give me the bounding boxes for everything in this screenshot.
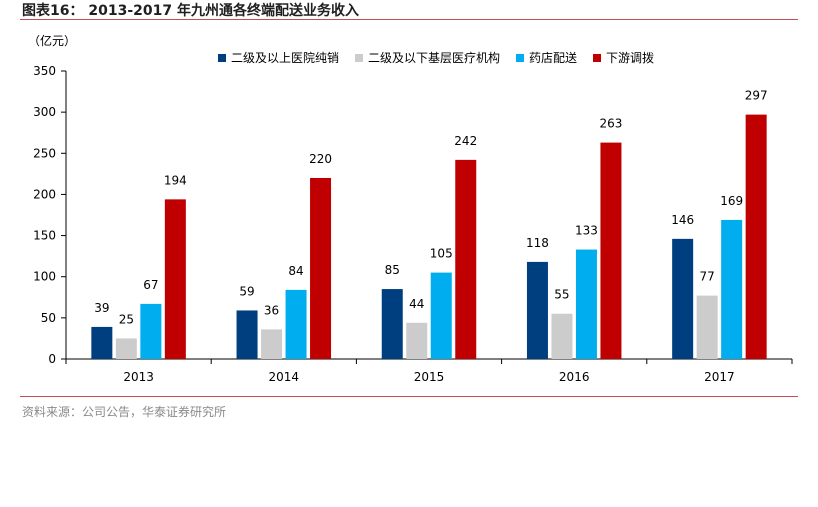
data-label: 39 [94, 301, 109, 315]
legend-swatch-downstream [593, 53, 602, 62]
bar [285, 289, 307, 359]
y-tick-label: 150 [33, 229, 56, 243]
source-note: 资料来源：公司公告，华泰证券研究所 [22, 405, 227, 419]
data-label: 85 [385, 263, 400, 277]
bar [406, 322, 428, 359]
y-axis-unit-label: （亿元） [28, 34, 77, 48]
bar [430, 272, 452, 359]
bar [115, 338, 137, 359]
data-label: 133 [575, 224, 598, 238]
x-tick-label: 2014 [269, 370, 300, 384]
data-label: 118 [526, 236, 549, 250]
bar [140, 303, 162, 359]
bar [91, 326, 113, 359]
source-rule [20, 396, 798, 397]
legend-label-downstream: 下游调拨 [606, 51, 655, 65]
x-tick-label: 2013 [123, 370, 154, 384]
data-label: 242 [454, 134, 477, 148]
bar-chart: 0 50 100 150 200 250 300 350 39 25 67 194 2013 59 36 84… [33, 64, 793, 384]
data-label: 297 [745, 89, 768, 103]
legend-label-primary-care: 二级及以下基层医疗机构 [368, 51, 501, 65]
legend-swatch-hospital-direct [218, 53, 226, 62]
data-label: 169 [720, 194, 743, 208]
legend-swatch-pharmacy [516, 53, 525, 62]
bar [672, 238, 694, 359]
bar [575, 249, 597, 359]
bar [551, 313, 573, 359]
bar [164, 199, 186, 359]
legend-item-hospital-direct: 二级及以上医院纯销 [218, 49, 339, 66]
bar [261, 329, 283, 359]
x-tick-label: 2015 [414, 370, 445, 384]
data-label: 44 [409, 297, 424, 311]
bar [696, 295, 718, 359]
y-tick-label: 350 [33, 64, 56, 78]
legend-swatch-primary-care [355, 53, 364, 62]
data-label: 25 [119, 312, 134, 326]
data-label: 105 [430, 247, 453, 261]
data-label: 220 [309, 152, 332, 166]
data-label: 67 [143, 278, 158, 292]
bar [721, 219, 743, 359]
y-tick-label: 250 [33, 146, 56, 160]
bar [745, 114, 767, 360]
bar [600, 142, 622, 359]
legend-label-hospital-direct: 二级及以上医院纯销 [231, 51, 340, 65]
data-label: 84 [288, 264, 303, 278]
bar [310, 177, 332, 359]
bar [236, 310, 258, 359]
bar [455, 159, 477, 359]
y-tick-label: 300 [33, 105, 56, 119]
bar [381, 289, 403, 359]
y-tick-label: 50 [41, 311, 56, 325]
data-label: 194 [164, 173, 187, 187]
y-tick-label: 100 [33, 270, 56, 284]
data-label: 146 [671, 213, 694, 227]
data-label: 55 [554, 288, 569, 302]
y-tick-label: 0 [48, 352, 56, 366]
legend-label-pharmacy: 药店配送 [529, 51, 578, 65]
x-tick-label: 2017 [704, 370, 735, 384]
data-label: 36 [264, 303, 279, 317]
data-label: 263 [599, 117, 622, 131]
x-tick-label: 2016 [559, 370, 590, 384]
data-label: 77 [700, 270, 715, 284]
chart-legend: 二级及以上医院纯销 二级及以下基层医疗机构 药店配送 下游调拨 [218, 49, 654, 66]
y-tick-label: 200 [33, 187, 56, 201]
legend-item-downstream: 下游调拨 [593, 49, 654, 66]
bar [526, 261, 548, 359]
data-label: 59 [239, 284, 254, 298]
legend-item-pharmacy: 药店配送 [516, 49, 577, 66]
legend-item-primary-care: 二级及以下基层医疗机构 [355, 49, 500, 66]
title-rule [20, 19, 798, 20]
figure-title: 图表16： 2013-2017 年九州通各终端配送业务收入 [22, 3, 359, 19]
